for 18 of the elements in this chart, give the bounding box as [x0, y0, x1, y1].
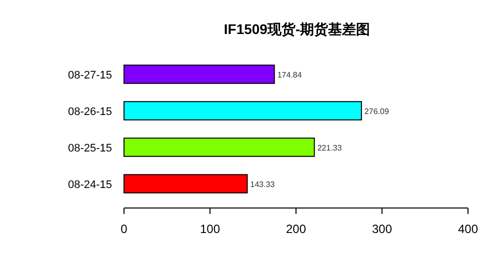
- data-label: 174.84: [277, 70, 302, 80]
- data-label: 221.33: [317, 143, 342, 152]
- x-tick-label: 200: [286, 222, 306, 236]
- x-tick-label: 100: [200, 222, 220, 236]
- y-tick-label: 08-27-15: [68, 69, 112, 82]
- bar: [124, 101, 362, 120]
- chart-title: IF1509现货-期货基差图: [224, 21, 370, 37]
- x-tick-label: 0: [120, 222, 128, 236]
- data-label: 143.33: [250, 180, 276, 189]
- bar: [124, 138, 315, 157]
- x-tick-label: 400: [458, 222, 478, 236]
- y-tick-label: 08-25-15: [68, 142, 112, 154]
- y-tick-label: 08-24-15: [68, 178, 112, 191]
- x-tick-label: 300: [372, 222, 392, 236]
- bar: [124, 64, 275, 84]
- data-label: 276.09: [364, 106, 390, 116]
- y-tick-label: 08-26-15: [68, 106, 112, 118]
- bar: [124, 174, 248, 194]
